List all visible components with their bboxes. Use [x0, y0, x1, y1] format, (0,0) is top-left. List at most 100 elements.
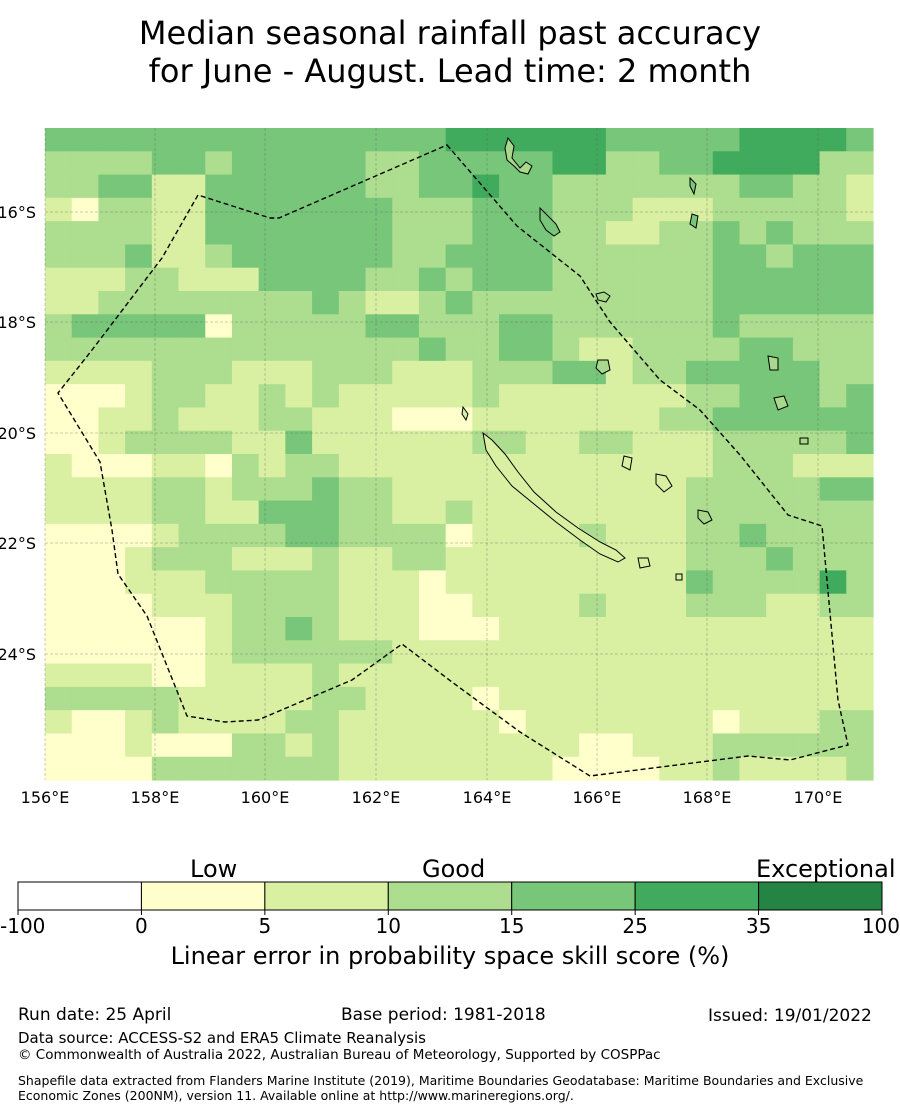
grid-cell [792, 640, 821, 665]
grid-cell [45, 221, 73, 246]
grid-cell [579, 710, 607, 735]
grid-cell [231, 244, 260, 269]
grid-cell [739, 430, 767, 455]
colorbar-tick-label: 5 [258, 914, 271, 938]
grid-cell [819, 174, 847, 199]
grid-cell [445, 733, 473, 758]
grid-cell [632, 407, 660, 432]
lon-tick-label: 156°E [21, 788, 70, 807]
grid-cell [712, 547, 741, 572]
grid-cell [472, 710, 500, 735]
grid-cell [712, 686, 741, 711]
grid-cell [605, 640, 634, 665]
grid-cell [632, 430, 660, 455]
grid-cell [552, 570, 580, 595]
grid-cell [125, 314, 153, 339]
grid-cell [338, 407, 367, 432]
grid-cell [819, 151, 847, 176]
grid-cell [205, 477, 233, 502]
grid-cell [792, 733, 821, 758]
grid-cell [819, 733, 847, 758]
grid-cell [445, 407, 473, 432]
grid-cell [151, 244, 180, 269]
grid-cell [712, 407, 741, 432]
grid-cell [258, 454, 286, 478]
grid-cell [205, 267, 233, 292]
grid-cell [151, 454, 180, 478]
grid-cell [98, 314, 126, 339]
grid-cell [819, 430, 847, 455]
grid-cell [605, 360, 634, 385]
grid-cell [312, 454, 340, 478]
grid-cell [659, 174, 687, 199]
grid-cell [552, 291, 580, 315]
grid-cell [45, 360, 73, 385]
grid-cell [418, 174, 447, 199]
grid-cell [178, 570, 206, 595]
grid-cell [846, 593, 874, 618]
title-line-1: Median seasonal rainfall past accuracy [138, 14, 762, 52]
grid-cell [579, 640, 607, 665]
grid-cell [392, 686, 420, 711]
grid-cell [499, 221, 527, 246]
grid-cell [338, 710, 367, 735]
grid-cell [766, 174, 794, 199]
colorbar-segment [17, 881, 142, 911]
grid-cell [178, 221, 206, 246]
grid-cell [659, 523, 687, 548]
grid-cell [418, 244, 447, 269]
grid-cell [258, 500, 286, 525]
colorbar-tick-label: 15 [499, 914, 524, 938]
grid-cell [178, 617, 206, 641]
grid-cell [739, 267, 767, 292]
grid-cell [552, 756, 580, 781]
island-espiritu-santo [504, 136, 533, 175]
grid-cell [205, 291, 233, 315]
grid-cell [659, 617, 687, 641]
grid-cell [365, 360, 393, 385]
grid-cell [71, 663, 100, 688]
grid-cell [472, 500, 500, 525]
grid-cell [686, 291, 714, 315]
grid-cell [178, 733, 206, 758]
grid-cell [418, 151, 447, 176]
grid-cell [418, 617, 447, 641]
grid-cell [365, 174, 393, 199]
grid-cell [552, 430, 580, 455]
issued-date: Issued: 19/01/2022 [708, 1006, 872, 1026]
grid-cell [499, 756, 527, 781]
grid-cell [472, 360, 500, 385]
grid-cell [178, 151, 206, 176]
grid-cell [579, 663, 607, 688]
grid-cell [792, 500, 821, 525]
grid-cell [338, 593, 367, 618]
grid-cell [338, 570, 367, 595]
grid-cell [98, 360, 126, 385]
axis-labels: 16°S 18°S 20°S 22°S 24°S 156°E 158°E 160°E 162°E… [0, 203, 842, 807]
grid-cell [312, 314, 340, 339]
grid-cell [632, 756, 660, 781]
grid-cell [819, 570, 847, 595]
grid-cell [579, 430, 607, 455]
grid-cell [792, 570, 821, 595]
grid-cell [846, 500, 874, 525]
grid-cell [605, 686, 634, 711]
grid-cell [125, 244, 153, 269]
grid-cell [98, 617, 126, 641]
grid-cell [98, 151, 126, 176]
grid-cell [766, 500, 794, 525]
grid-cell [338, 291, 367, 315]
grid-cell [258, 174, 286, 199]
grid-cell [178, 547, 206, 572]
grid-cell [712, 454, 741, 478]
lat-tick-label: 24°S [0, 645, 36, 664]
grid-cell [605, 337, 634, 362]
grid-cell [632, 617, 660, 641]
grid-cell [418, 570, 447, 595]
grid-cell [579, 407, 607, 432]
grid-cell [846, 337, 874, 362]
grid-cell [205, 128, 233, 152]
grid-cell [231, 407, 260, 432]
grid-cell [712, 593, 741, 618]
grid-cell [258, 593, 286, 618]
